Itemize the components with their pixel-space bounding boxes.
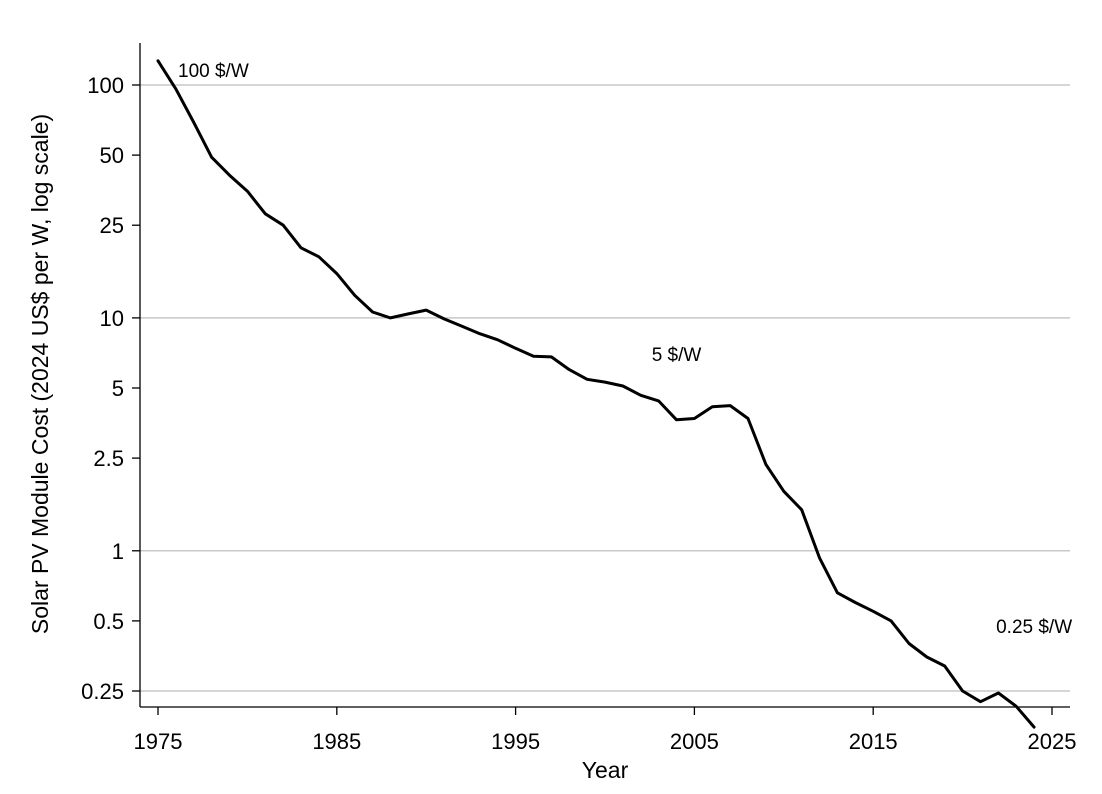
annotation-label: 5 $/W bbox=[652, 345, 702, 366]
y-tick-label: 1 bbox=[112, 539, 124, 564]
y-tick-label: 5 bbox=[112, 376, 124, 401]
y-tick-label: 10 bbox=[100, 306, 124, 331]
y-tick-label: 25 bbox=[100, 213, 124, 238]
axes bbox=[139, 43, 1070, 708]
x-tick-label: 2015 bbox=[849, 729, 898, 754]
y-tick-label: 100 bbox=[87, 73, 124, 98]
annotation-label: 100 $/W bbox=[178, 61, 249, 82]
x-tick-label: 1975 bbox=[134, 729, 183, 754]
x-tick-label: 2005 bbox=[670, 729, 719, 754]
x-tick-label: 1995 bbox=[491, 729, 540, 754]
y-tick-label: 50 bbox=[100, 143, 124, 168]
annotation-label: 0.25 $/W bbox=[996, 617, 1072, 638]
y-axis-title: Solar PV Module Cost (2024 US$ per W, lo… bbox=[27, 114, 53, 634]
y-tick-label: 0.5 bbox=[93, 609, 124, 634]
x-tick-label: 1985 bbox=[312, 729, 361, 754]
series-layer bbox=[156, 59, 1036, 729]
x-axis-title: Year bbox=[582, 757, 629, 783]
y-tick-label: 0.25 bbox=[81, 679, 124, 704]
annotations: 100 $/W 5 $/W 0.25 $/W bbox=[178, 61, 1072, 638]
ticks: 0.25 0.5 1 2.5 5 10 25 50 100 1975 1985 1995 2005 201… bbox=[81, 73, 1076, 754]
x-tick-label: 2025 bbox=[1028, 729, 1077, 754]
gridlines bbox=[140, 84, 1070, 692]
y-tick-label: 2.5 bbox=[93, 446, 124, 471]
series-line bbox=[156, 59, 1036, 729]
